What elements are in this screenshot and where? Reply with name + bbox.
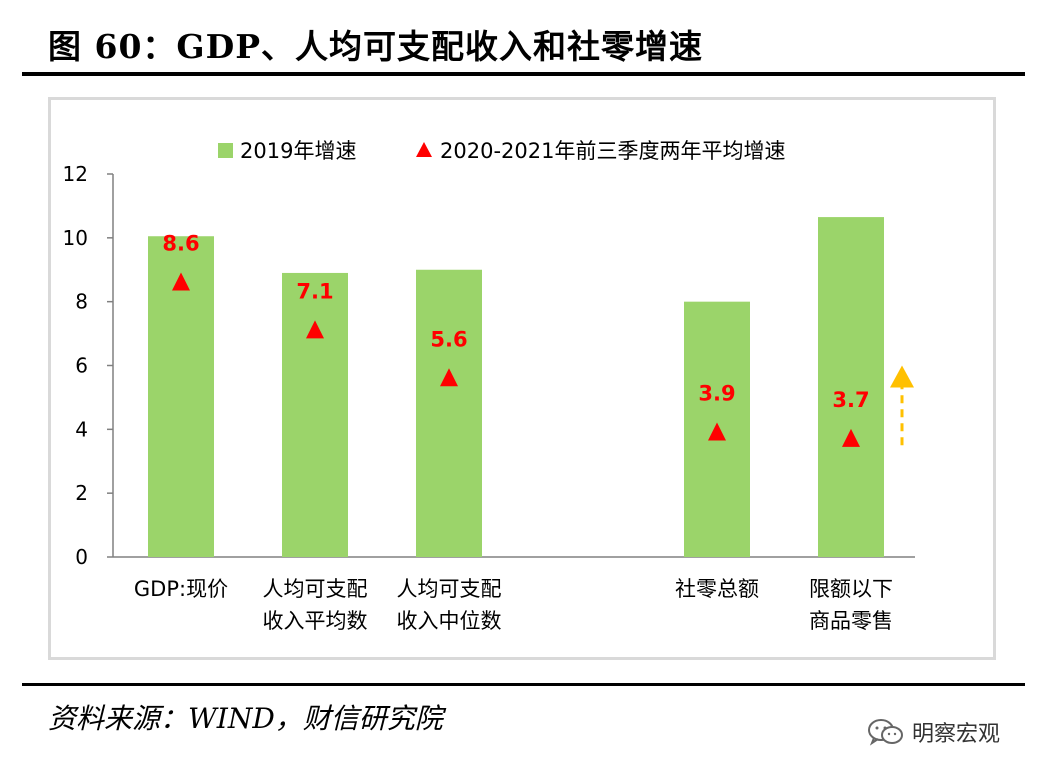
source-note: 资料来源：WIND，财信研究院 xyxy=(48,702,443,735)
triangle-marker xyxy=(440,368,458,387)
triangle-marker xyxy=(842,428,860,447)
title-rule xyxy=(22,72,1025,76)
legend-label-2020-2021: 2020-2021年前三季度两年平均增速 xyxy=(440,139,785,163)
wechat-icon xyxy=(868,719,903,746)
brand-name: 明察宏观 xyxy=(912,722,1001,747)
arrow-head xyxy=(890,365,914,388)
bar xyxy=(416,269,482,557)
y-tick-label: 0 xyxy=(75,545,88,569)
x-tick-label: 人均可支配 xyxy=(397,577,502,601)
y-tick-label: 6 xyxy=(75,354,88,378)
markers: 8.6 7.1 5.6 3.9 3.7 xyxy=(162,232,870,447)
annotations xyxy=(890,365,914,446)
data-label: 8.6 xyxy=(162,232,199,256)
x-tick-label: 社零总额 xyxy=(675,577,759,601)
triangle-marker xyxy=(172,272,190,291)
y-tick-label: 4 xyxy=(75,417,88,441)
x-tick-label: 收入中位数 xyxy=(397,609,502,633)
data-label: 3.9 xyxy=(698,382,735,406)
bars xyxy=(148,217,884,558)
legend-swatch-triangle xyxy=(416,142,432,157)
y-tick-label: 12 xyxy=(63,162,88,186)
data-label: 3.7 xyxy=(832,388,869,412)
x-tick-label: GDP:现价 xyxy=(134,577,228,601)
y-tick-label: 10 xyxy=(63,226,88,250)
y-tick-label: 8 xyxy=(75,290,88,314)
x-tick-label: 人均可支配 xyxy=(263,577,368,601)
x-tick-label: 收入平均数 xyxy=(263,609,368,633)
y-axis: 0 2 4 6 8 10 12 xyxy=(63,162,915,569)
bar xyxy=(282,272,348,557)
triangle-marker xyxy=(708,422,726,441)
y-tick-label: 2 xyxy=(75,481,88,505)
x-tick-label: 商品零售 xyxy=(809,609,893,633)
brand-watermark: 明察宏观 xyxy=(866,716,1000,748)
x-tick-label: 限额以下 xyxy=(809,577,893,601)
data-label: 7.1 xyxy=(296,279,333,303)
legend: 2019年增速 2020-2021年前三季度两年平均增速 xyxy=(218,139,785,163)
triangle-marker xyxy=(306,320,324,339)
figure-title: 图 60：GDP、人均可支配收入和社零增速 xyxy=(48,27,704,66)
bar xyxy=(818,217,884,557)
legend-swatch-bar xyxy=(218,143,233,158)
legend-label-2019: 2019年增速 xyxy=(240,139,356,163)
source-rule xyxy=(22,683,1025,686)
data-label: 5.6 xyxy=(430,327,467,351)
